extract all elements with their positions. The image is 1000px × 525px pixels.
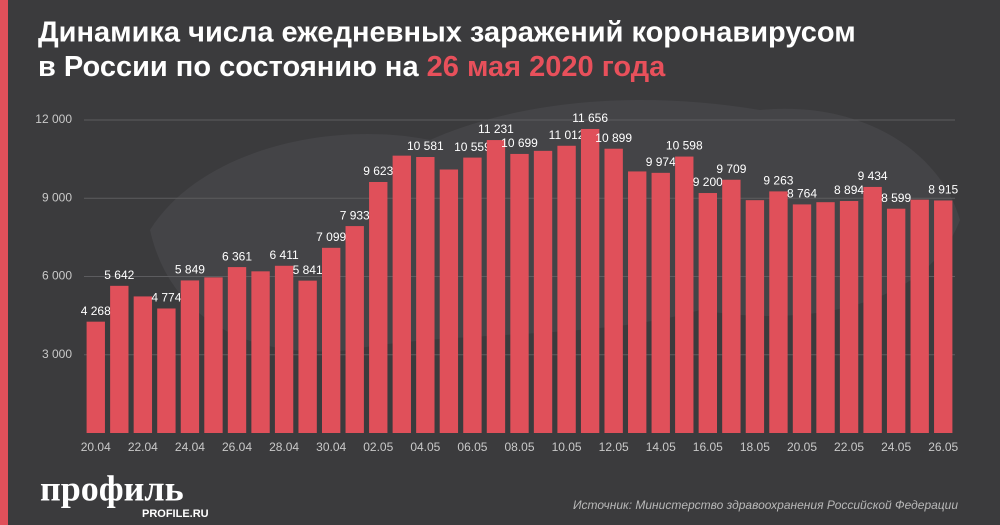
x-tick-label: 28.04 — [269, 440, 299, 454]
value-label: 11 656 — [572, 111, 608, 125]
x-tick-label: 26.04 — [222, 440, 252, 454]
value-label: 7 099 — [316, 230, 346, 244]
bar — [439, 169, 459, 433]
bar — [698, 193, 718, 433]
value-label: 11 012 — [549, 128, 585, 142]
bar — [392, 155, 411, 433]
x-tick-label: 14.05 — [646, 440, 676, 454]
bar — [769, 191, 788, 433]
x-tick-label: 20.05 — [787, 440, 817, 454]
x-tick-label: 16.05 — [693, 440, 723, 454]
x-tick-label: 24.05 — [881, 440, 911, 454]
x-tick-label: 08.05 — [504, 440, 534, 454]
bar — [180, 280, 200, 433]
y-tick-label: 9 000 — [42, 190, 72, 204]
value-label: 8 915 — [928, 183, 958, 197]
accent-stripe — [0, 0, 8, 525]
bar — [886, 208, 906, 433]
bar — [345, 226, 364, 433]
value-label: 10 559 — [454, 140, 491, 154]
bar — [204, 277, 223, 433]
bar — [416, 157, 435, 433]
bar — [675, 156, 694, 433]
value-label: 11 231 — [478, 122, 514, 136]
x-tick-label: 10.05 — [552, 440, 582, 454]
bar — [369, 182, 388, 433]
title-highlight: 26 мая 2020 года — [427, 51, 666, 83]
bar — [533, 150, 553, 434]
x-tick-label: 30.04 — [316, 440, 346, 454]
bar — [86, 321, 105, 433]
value-label: 8 764 — [787, 187, 817, 201]
logo-url: PROFILE.RU — [142, 508, 209, 520]
bar — [863, 186, 882, 433]
bar — [792, 204, 812, 433]
bar — [604, 148, 623, 433]
title: Динамика числа ежедневных заражений коро… — [38, 17, 856, 49]
logo: профиль — [40, 468, 184, 508]
y-tick-label: 3 000 — [42, 347, 72, 361]
bar — [816, 202, 835, 433]
bar — [651, 172, 670, 433]
title: в России по состоянию на 26 мая 2020 год… — [38, 51, 666, 83]
value-label: 9 709 — [716, 162, 746, 176]
bar — [110, 285, 129, 433]
value-label: 10 598 — [666, 139, 703, 153]
bar — [839, 201, 859, 433]
value-label: 10 699 — [501, 136, 538, 150]
value-label: 10 899 — [595, 131, 632, 145]
x-tick-label: 24.04 — [175, 440, 205, 454]
bar — [934, 200, 953, 433]
bar — [628, 171, 647, 433]
value-label: 8 894 — [834, 183, 864, 197]
value-label: 6 411 — [270, 248, 299, 262]
bar — [510, 153, 529, 433]
y-tick-label: 6 000 — [42, 269, 72, 283]
bar — [227, 267, 247, 433]
value-label: 5 642 — [104, 268, 134, 282]
x-tick-label: 12.05 — [599, 440, 629, 454]
x-tick-label: 04.05 — [410, 440, 440, 454]
value-label: 6 361 — [222, 249, 252, 263]
value-label: 9 434 — [858, 169, 888, 183]
value-label: 9 623 — [363, 164, 393, 178]
value-label: 9 974 — [646, 155, 676, 169]
x-tick-label: 22.04 — [128, 440, 158, 454]
value-label: 5 841 — [293, 263, 323, 277]
bar — [722, 179, 741, 433]
source: Источник: Министерство здравоохранения Р… — [573, 498, 958, 512]
bar — [321, 247, 341, 433]
x-tick-label: 20.04 — [81, 440, 111, 454]
bar — [157, 308, 176, 433]
bar — [557, 145, 576, 434]
x-tick-label: 22.05 — [834, 440, 864, 454]
x-tick-label: 26.05 — [928, 440, 958, 454]
bar — [298, 280, 317, 433]
bar — [251, 271, 270, 433]
value-label: 10 581 — [407, 139, 444, 153]
title-part: в России по состоянию на — [38, 51, 419, 83]
bar — [486, 140, 506, 433]
bar — [133, 296, 153, 433]
bar — [580, 128, 600, 434]
x-tick-label: 02.05 — [363, 440, 393, 454]
bar — [274, 265, 294, 433]
bar — [745, 200, 765, 433]
value-label: 7 933 — [340, 208, 370, 222]
value-label: 9 200 — [693, 175, 723, 189]
value-label: 4 774 — [151, 291, 181, 305]
value-label: 9 263 — [763, 174, 793, 188]
value-label: 5 849 — [175, 263, 205, 277]
value-label: 4 268 — [81, 304, 111, 318]
bar — [910, 199, 929, 433]
x-tick-label: 06.05 — [457, 440, 487, 454]
bar — [463, 157, 482, 433]
x-tick-label: 18.05 — [740, 440, 770, 454]
y-tick-label: 12 000 — [35, 112, 72, 126]
value-label: 8 599 — [881, 191, 911, 205]
